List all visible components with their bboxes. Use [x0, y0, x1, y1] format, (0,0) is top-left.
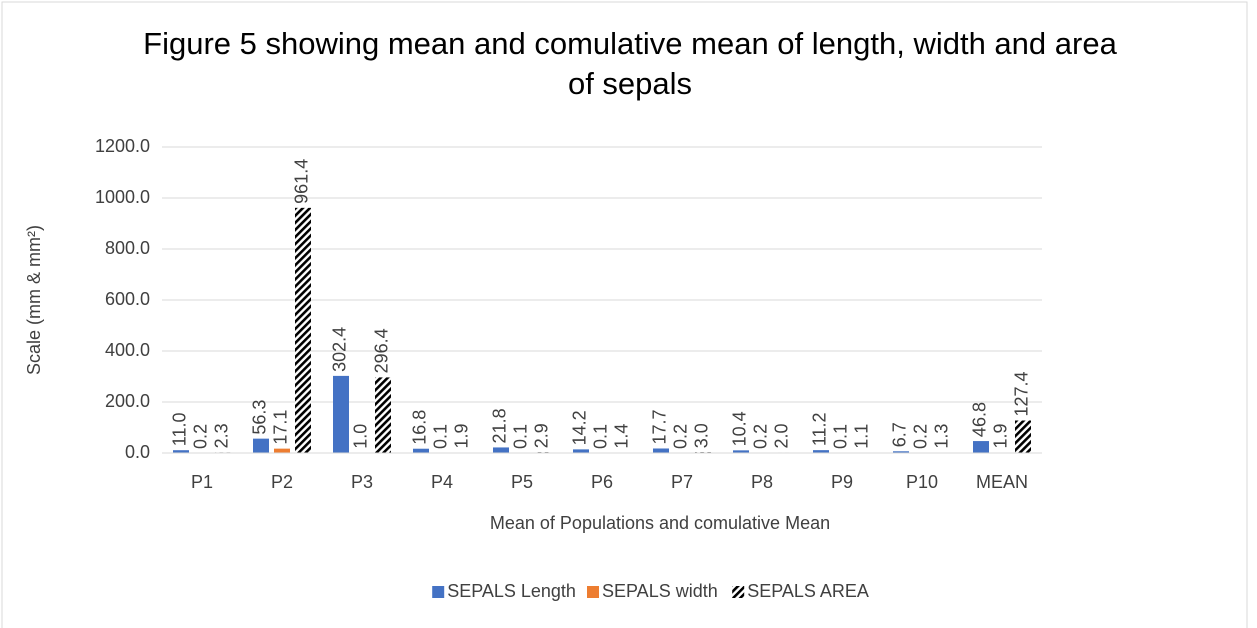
- legend-label: SEPALS width: [602, 581, 718, 601]
- data-label: 56.3: [250, 400, 270, 435]
- data-label: 0.1: [591, 424, 611, 449]
- data-label: 0.2: [911, 424, 931, 449]
- bar: [973, 441, 989, 453]
- data-label: 16.8: [410, 410, 430, 445]
- y-axis-label: Scale (mm & mm²): [24, 225, 44, 375]
- data-label: 17.7: [650, 409, 670, 444]
- data-label: 2.0: [772, 423, 792, 448]
- bar: [893, 451, 909, 453]
- data-label: 296.4: [372, 328, 392, 373]
- x-tick-label: P5: [511, 472, 533, 492]
- x-axis-label: Mean of Populations and comulative Mean: [490, 513, 830, 533]
- y-tick-label: 1200.0: [95, 136, 150, 156]
- data-label: 127.4: [1012, 371, 1032, 416]
- legend-swatch: [587, 586, 599, 598]
- bar: [493, 447, 509, 453]
- bar: [173, 450, 189, 453]
- bar: [413, 448, 429, 453]
- bar: [573, 449, 589, 453]
- data-label: 3.0: [692, 423, 712, 448]
- data-label: 302.4: [330, 327, 350, 372]
- x-tick-label: P10: [906, 472, 938, 492]
- bar: [733, 450, 749, 453]
- data-label: 2.9: [532, 423, 552, 448]
- x-tick-label: P6: [591, 472, 613, 492]
- data-label: 11.0: [170, 412, 190, 446]
- bar: [653, 448, 669, 453]
- data-label: 0.1: [511, 424, 531, 449]
- x-tick-label: P4: [431, 472, 453, 492]
- data-label: 17.1: [271, 410, 291, 445]
- legend-swatch: [732, 586, 745, 598]
- data-label: 6.7: [890, 422, 910, 447]
- data-label: 46.8: [970, 402, 990, 437]
- data-label: 0.2: [751, 424, 771, 449]
- chart-title: Figure 5 showing mean and comulative mea…: [143, 26, 1117, 101]
- data-label: 1.4: [612, 424, 632, 449]
- data-label: 1.3: [932, 424, 952, 449]
- y-tick-label: 600.0: [105, 289, 150, 309]
- y-tick-label: 200.0: [105, 391, 150, 411]
- data-label: 11.2: [810, 412, 830, 446]
- x-tick-label: P1: [191, 472, 213, 492]
- x-tick-label: P7: [671, 472, 693, 492]
- data-label: 1.9: [991, 423, 1011, 448]
- x-tick-label: P8: [751, 472, 773, 492]
- data-label: 21.8: [490, 408, 510, 443]
- data-label: 961.4: [292, 159, 312, 204]
- data-label: 1.1: [852, 424, 872, 449]
- bar: [813, 450, 829, 453]
- data-label: 0.1: [831, 424, 851, 449]
- data-label: 14.2: [570, 410, 590, 445]
- bar: [375, 377, 391, 453]
- bar: [333, 375, 349, 453]
- x-tick-label: P2: [271, 472, 293, 492]
- bar: [1015, 420, 1031, 453]
- legend-swatch: [432, 586, 445, 598]
- data-label: 0.2: [671, 424, 691, 449]
- y-tick-label: 800.0: [105, 238, 150, 258]
- data-label: 0.1: [431, 424, 451, 449]
- x-tick-label: P3: [351, 472, 373, 492]
- bar: [274, 448, 290, 453]
- y-tick-label: 400.0: [105, 340, 150, 360]
- y-tick-label: 1000.0: [95, 187, 150, 207]
- data-label: 10.4: [730, 411, 750, 446]
- bar: [295, 207, 311, 453]
- data-label: 1.9: [452, 423, 472, 448]
- x-tick-label: P9: [831, 472, 853, 492]
- x-tick-label: MEAN: [976, 472, 1028, 492]
- bar: [253, 438, 269, 453]
- data-label: 1.0: [351, 424, 371, 449]
- data-label: 2.3: [212, 423, 232, 448]
- data-label: 0.2: [191, 424, 211, 449]
- legend-label: SEPALS AREA: [747, 581, 869, 601]
- y-tick-label: 0.0: [125, 442, 150, 462]
- legend-label: SEPALS Length: [447, 581, 576, 601]
